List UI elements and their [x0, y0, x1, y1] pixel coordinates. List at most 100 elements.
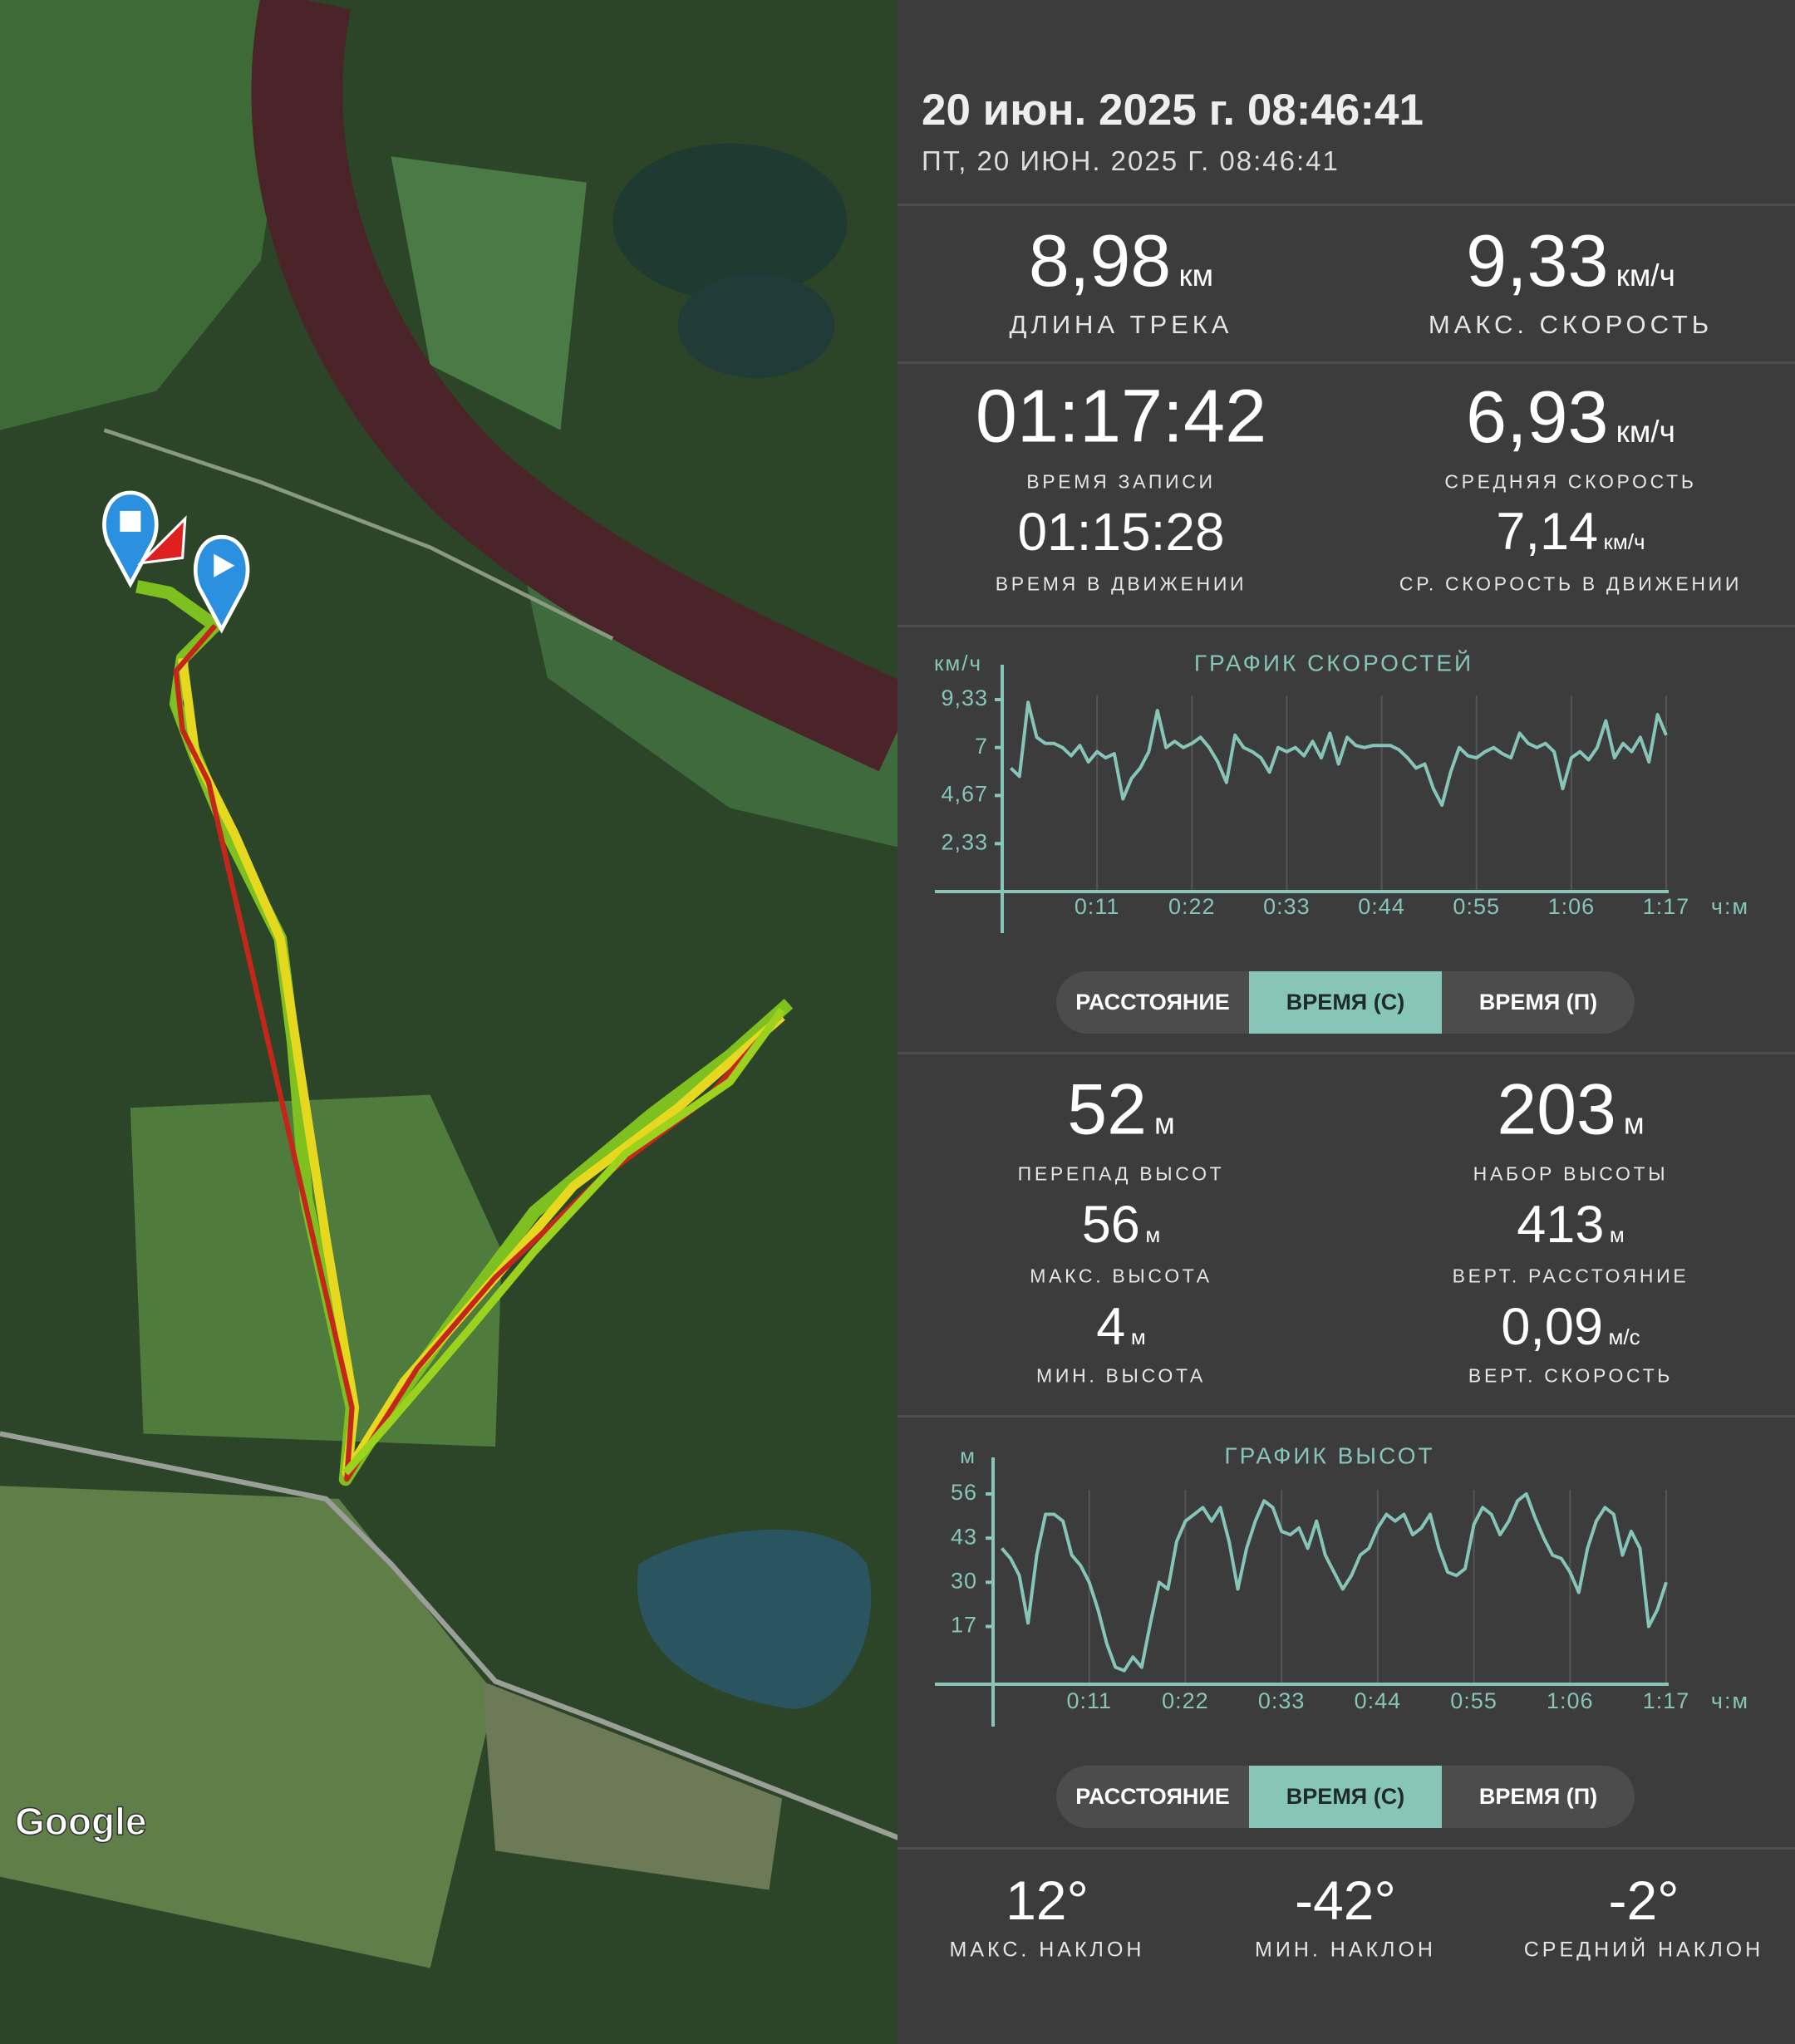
x-tick-label: 1:17 [1643, 1688, 1690, 1713]
stat-value: 01:15:28 [1017, 501, 1224, 563]
map-attribution: Google [15, 1800, 146, 1843]
start-marker [194, 534, 250, 634]
x-tick-label: 0:44 [1355, 1688, 1402, 1713]
lake [612, 143, 848, 300]
stat-label: ВЕРТ. СКОРОСТЬ [1468, 1364, 1674, 1387]
x-tick-label: 0:22 [1168, 894, 1216, 919]
stat-label: ВРЕМЯ В ДВИЖЕНИИ [995, 572, 1247, 595]
data-line [1009, 700, 1668, 808]
stat-number: 52 [1067, 1069, 1147, 1150]
stat-number: 4 [1096, 1298, 1126, 1356]
mode-button[interactable]: ВРЕМЯ (С) [1249, 1766, 1442, 1828]
track [342, 1007, 785, 1476]
divider [898, 1415, 1795, 1418]
stat-unit: км [1178, 258, 1214, 292]
stat-label: ДЛИНА ТРЕКА [1009, 310, 1233, 339]
x-tick-label: 0:11 [1066, 1688, 1112, 1713]
stat-unit: км/ч [1603, 529, 1645, 554]
field [482, 1681, 783, 1890]
divider [898, 1847, 1795, 1850]
divider [898, 1052, 1795, 1054]
mode-toggle[interactable]: РАССТОЯНИЕ ВРЕМЯ (С) ВРЕМЯ (П) [1056, 1766, 1635, 1828]
mode-button[interactable]: РАССТОЯНИЕ [1075, 1784, 1230, 1809]
divider [898, 625, 1795, 627]
stat-value: 12° [1006, 1869, 1089, 1932]
track [173, 623, 782, 1482]
y-axis-label: м [960, 1443, 976, 1468]
stat-unit: м [1623, 1106, 1645, 1141]
stat-unit: м [1145, 1222, 1161, 1247]
stat-number: 6,93 [1466, 376, 1609, 458]
stat-label: СР. СКОРОСТЬ В ДВИЖЕНИИ [1399, 572, 1743, 595]
stat-number: 9,33 [1466, 219, 1609, 302]
stat-value: 52 м [1067, 1069, 1174, 1152]
title: 20 июн. 2025 г. 08:46:41 [922, 86, 1424, 135]
stat-label: НАБОР ВЫСОТЫ [1473, 1162, 1669, 1185]
track [135, 580, 794, 1486]
stat-value: -42° [1295, 1869, 1396, 1932]
mode-toggle[interactable]: РАССТОЯНИЕ ВРЕМЯ (С) ВРЕМЯ (П) [1056, 971, 1635, 1034]
stat-label: МАКС. НАКЛОН [949, 1938, 1145, 1962]
chart-title: ГРАФИК СКОРОСТЕЙ [1194, 650, 1473, 676]
stat-label: СРЕДНЯЯ СКОРОСТЬ [1444, 470, 1697, 493]
map: Google [0, 0, 898, 2044]
stat-label: МАКС. СКОРОСТЬ [1428, 310, 1714, 339]
y-tick-label: 2,33 [941, 829, 988, 854]
stat-label: ПЕРЕПАД ВЫСОТ [1017, 1162, 1225, 1185]
stat-unit: м/с [1608, 1324, 1640, 1349]
divider [898, 204, 1795, 206]
stat-unit: м [1153, 1106, 1175, 1141]
stat-value: 56 м [1082, 1195, 1160, 1255]
stat-label: СРЕДНИЙ НАКЛОН [1523, 1938, 1764, 1962]
x-tick-label: 0:55 [1450, 1688, 1497, 1713]
stat-unit: м [1130, 1324, 1146, 1349]
stat-value: 0,09 м/с [1501, 1297, 1640, 1357]
stat-value: 413 м [1517, 1195, 1625, 1255]
y-tick-label: 17 [951, 1613, 977, 1638]
x-axis-label: ч:м [1711, 1688, 1749, 1713]
field [0, 1486, 496, 1968]
y-tick-label: 4,67 [941, 782, 988, 807]
y-axis-label: км/ч [934, 651, 982, 676]
y-tick-label: 43 [951, 1524, 977, 1549]
x-tick-label: 0:33 [1258, 1688, 1306, 1713]
stat-unit: км/ч [1616, 258, 1675, 292]
x-tick-label: 0:55 [1453, 894, 1500, 919]
stat-unit: км/ч [1616, 415, 1675, 449]
mode-button[interactable]: ВРЕМЯ (С) [1249, 971, 1442, 1034]
x-tick-label: 1:17 [1643, 894, 1690, 919]
stat-label: МИН. ВЫСОТА [1036, 1364, 1206, 1387]
stat-value: 9,33 км/ч [1466, 219, 1675, 303]
stat-label: МИН. НАКЛОН [1255, 1938, 1436, 1962]
stat-value: 7,14 км/ч [1496, 502, 1645, 562]
lake [677, 273, 834, 378]
x-tick-label: 0:11 [1075, 894, 1120, 919]
x-tick-label: 1:06 [1548, 894, 1596, 919]
stat-value: 01:17:42 [976, 375, 1266, 460]
y-tick-label: 56 [951, 1480, 977, 1505]
stat-number: 8,98 [1028, 219, 1172, 302]
road [0, 1431, 898, 1840]
y-tick-label: 7 [975, 734, 988, 759]
mode-button[interactable]: ВРЕМЯ (П) [1478, 1784, 1598, 1809]
finish-marker [102, 490, 159, 588]
y-tick-label: 9,33 [941, 685, 988, 710]
start-icon [214, 553, 235, 577]
stat-value: -2° [1608, 1869, 1679, 1932]
stat-number: 413 [1517, 1196, 1605, 1254]
stat-number: 0,09 [1501, 1298, 1604, 1356]
stat-label: ВРЕМЯ ЗАПИСИ [1026, 470, 1216, 493]
x-tick-label: 0:22 [1162, 1688, 1209, 1713]
stat-number: 56 [1081, 1196, 1140, 1254]
data-line [1001, 1492, 1668, 1673]
stat-number: -2° [1608, 1870, 1679, 1931]
mode-button[interactable]: РАССТОЯНИЕ [1075, 990, 1230, 1015]
stat-number: -42° [1295, 1870, 1396, 1931]
direction-marker [137, 515, 187, 565]
mode-button[interactable]: ВРЕМЯ (П) [1478, 990, 1598, 1015]
subtitle: ПТ, 20 ИЮН. 2025 Г. 08:46:41 [922, 145, 1340, 176]
chart-title: ГРАФИК ВЫСОТ [1224, 1442, 1434, 1468]
